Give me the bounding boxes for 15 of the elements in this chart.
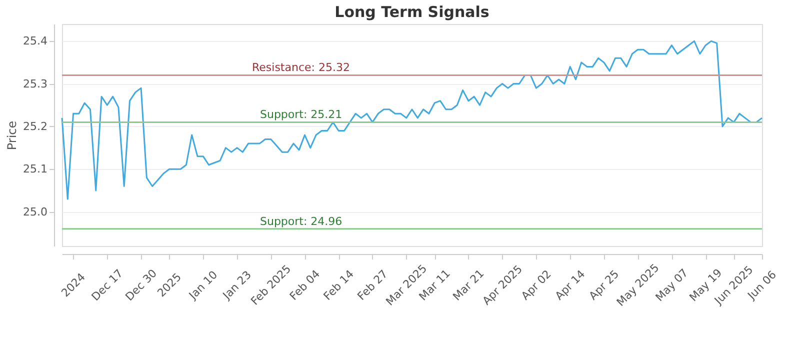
y-tick-label: 25.4 — [23, 34, 48, 48]
ref-line-label: Support: 24.96 — [260, 214, 342, 228]
line-series — [61, 40, 763, 200]
chart-title: Long Term Signals — [334, 3, 490, 21]
y-tick-label: 25.2 — [23, 120, 48, 133]
x-tick-label: Feb 14 — [321, 267, 356, 303]
y-tick-label: 25.1 — [23, 162, 48, 176]
ref-line-label: Support: 25.21 — [260, 108, 342, 122]
y-tick-label: 25.3 — [23, 77, 48, 90]
y-axis-title: Price — [5, 120, 20, 150]
x-tick-label: Apr 14 — [552, 268, 588, 303]
x-tick-label: Jan 10 — [186, 268, 220, 303]
ref-line-label: Resistance: 25.32 — [252, 61, 350, 74]
x-tick-label: Dec 17 — [89, 266, 126, 304]
y-tick-label: 25.0 — [23, 205, 48, 218]
